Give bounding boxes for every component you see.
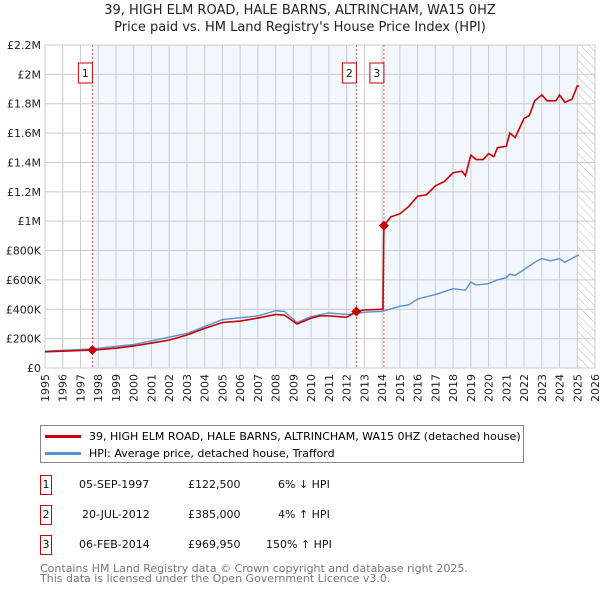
x-tick-label: 2014	[376, 374, 389, 402]
x-tick-label: 2007	[252, 374, 265, 402]
x-tick-label: 2013	[358, 374, 371, 402]
price: £385,000	[188, 508, 241, 521]
hpi-diff: 150% ↑ HPI	[266, 538, 332, 551]
marker-badge: 1	[40, 475, 52, 495]
sale-label-box	[341, 62, 357, 84]
x-tick-label: 2024	[554, 374, 567, 402]
x-tick-label: 1995	[39, 374, 52, 402]
y-tick-label: £1.8M	[7, 98, 41, 111]
y-tick-label: £800K	[6, 245, 42, 258]
x-tick-label: 2016	[412, 374, 425, 402]
price-chart: 1995 1996 1997 1998 1999 2000 2001 2002 2003 2004…	[6, 39, 600, 402]
x-tick-label: 2004	[199, 374, 212, 402]
sale-point	[378, 220, 389, 231]
series-line	[44, 85, 580, 353]
sale-label: 3	[373, 67, 380, 80]
y-tick-label: £0	[27, 362, 41, 375]
x-tick-label: 2025	[571, 374, 584, 402]
y-tick-label: £1.2M	[7, 186, 41, 199]
x-tick-label: 2012	[341, 374, 354, 402]
sale-label-box	[77, 62, 93, 84]
y-tick-label: £2M	[18, 68, 42, 81]
hpi-diff: 6% ↓ HPI	[278, 478, 330, 491]
footer-line: This data is licensed under the Open Gov…	[40, 572, 391, 585]
series-line	[44, 254, 580, 352]
forecast-hatch	[577, 45, 595, 368]
hpi-diff: 4% ↑ HPI	[278, 508, 330, 521]
legend-swatch	[45, 434, 81, 438]
x-tick-label: 1997	[74, 374, 87, 402]
y-tick-label: £1.6M	[7, 127, 41, 140]
x-tick-label: 2001	[145, 374, 158, 402]
marker-badge: 3	[40, 535, 52, 555]
x-tick-label: 2010	[305, 374, 318, 402]
x-tick-label: 1999	[110, 374, 123, 402]
date: 06-FEB-2014	[79, 538, 150, 551]
x-tick-label: 2015	[394, 374, 407, 402]
sale-label: 2	[346, 67, 353, 80]
legend: 39, HIGH ELM ROAD, HALE BARNS, ALTRINCHA…	[40, 425, 524, 463]
x-tick-label: 2011	[323, 374, 336, 402]
x-tick-label: 2000	[128, 374, 141, 402]
chart-title: 39, HIGH ELM ROAD, HALE BARNS, ALTRINCHA…	[104, 3, 496, 18]
plot-border	[44, 44, 596, 369]
sale-label: 1	[82, 67, 89, 80]
price: £969,950	[188, 538, 241, 551]
x-tick-label: 1996	[57, 374, 70, 402]
chart-subtitle: Price paid vs. HM Land Registry's House …	[114, 20, 486, 35]
legend-item-property: 39, HIGH ELM ROAD, HALE BARNS, ALTRINCHA…	[41, 428, 521, 444]
x-tick-label: 2009	[287, 374, 300, 402]
legend-label: 39, HIGH ELM ROAD, HALE BARNS, ALTRINCHA…	[89, 429, 521, 443]
sale-label-box	[369, 62, 385, 84]
footer: Contains HM Land Registry data © Crown c…	[40, 562, 468, 585]
x-tick-label: 2020	[483, 374, 496, 402]
x-tick-label: 1998	[92, 374, 105, 402]
x-tick-label: 2019	[465, 374, 478, 402]
x-tick-label: 2006	[234, 374, 247, 402]
y-tick-label: £200K	[6, 333, 42, 346]
legend-label: HPI: Average price, detached house, Traf…	[89, 446, 335, 460]
y-tick-label: £2.2M	[7, 39, 41, 52]
shaded-period	[383, 45, 578, 368]
x-tick-label: 2018	[447, 374, 460, 402]
date: 05-SEP-1997	[79, 478, 150, 491]
price: £122,500	[188, 478, 241, 491]
x-tick-label: 2005	[216, 374, 229, 402]
x-tick-label: 2017	[429, 374, 442, 402]
shaded-period	[92, 45, 357, 368]
sale-point	[351, 306, 362, 317]
transaction-row: 2 20-JUL-2012 £385,000 4% ↑ HPI	[40, 505, 600, 528]
y-tick-label: £600K	[6, 274, 42, 287]
transaction-row: 1 05-SEP-1997 £122,500 6% ↓ HPI	[40, 475, 600, 498]
y-tick-label: £400K	[6, 303, 42, 316]
x-tick-label: 2003	[181, 374, 194, 402]
x-tick-label: 2021	[500, 374, 513, 402]
x-tick-label: 2008	[270, 374, 283, 402]
sale-point	[87, 345, 98, 356]
marker-badge: 2	[40, 505, 52, 525]
x-tick-label: 2023	[536, 374, 549, 402]
transaction-row: 3 06-FEB-2014 £969,950 150% ↑ HPI	[40, 535, 600, 558]
footer-line: Contains HM Land Registry data © Crown c…	[40, 562, 468, 575]
y-tick-label: £1.4M	[7, 156, 41, 169]
date: 20-JUL-2012	[82, 508, 150, 521]
x-tick-label: 2002	[163, 374, 176, 402]
legend-swatch	[45, 451, 81, 455]
x-tick-label: 2022	[518, 374, 531, 402]
x-tick-label: 2026	[589, 374, 600, 402]
y-tick-label: £1M	[18, 215, 42, 228]
legend-item-hpi: HPI: Average price, detached house, Traf…	[41, 445, 335, 461]
